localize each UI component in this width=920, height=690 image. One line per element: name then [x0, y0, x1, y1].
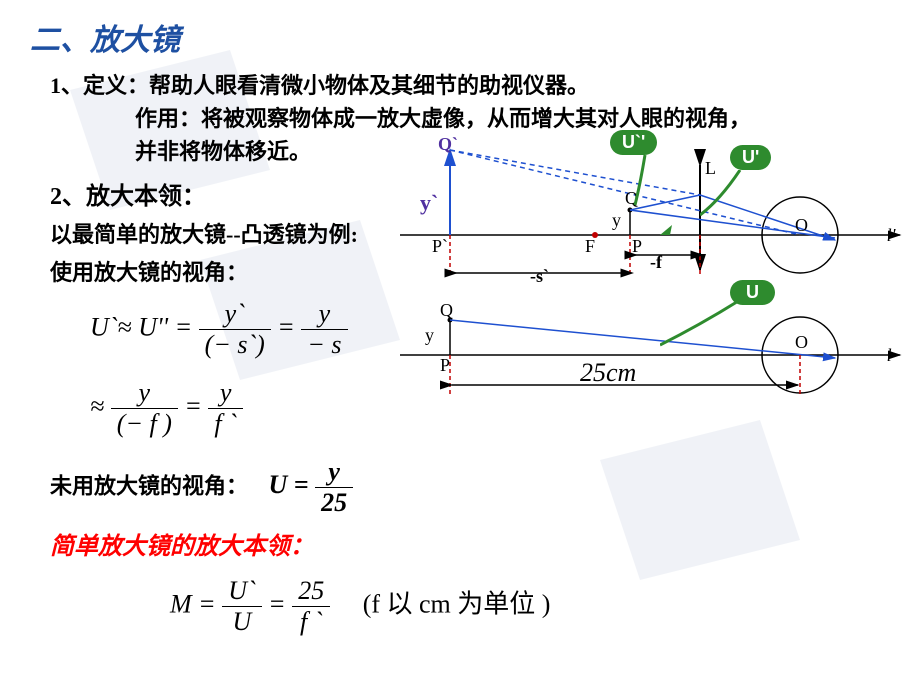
label2-P: P [440, 355, 450, 376]
label-O: O [795, 215, 808, 236]
definition-line-2a: 作用：将被观察物体成一放大虚像，从而增大其对人眼的视角， [135, 102, 890, 135]
balloon-Up: U' [730, 145, 771, 170]
f4-lhs: M [170, 589, 192, 618]
f1-frac2-num: y [301, 299, 347, 330]
label-Qp: Q` [438, 134, 458, 155]
label-neg-lp: − l' [870, 225, 896, 246]
f3-lhs: U [269, 470, 288, 499]
no-mag-line: 未用放大镜的视角： U = y 25 [50, 457, 890, 518]
f1-frac1-den: (− s`) [199, 330, 271, 360]
label-neg-sp: -s` [530, 266, 549, 287]
formula-m: M = U` U = 25 f ` (f 以 cm 为单位 ) [170, 576, 890, 637]
definition-line-1: 1、定义：帮助人眼看清微小物体及其细节的助视仪器。 [50, 69, 890, 102]
conclusion-line: 简单放大镜的放大本领： [50, 526, 890, 561]
label2-Q: Q [440, 300, 453, 321]
label-P: P [632, 236, 642, 257]
label2-25cm: 25cm [580, 358, 636, 388]
balloon-Upp: U`' [610, 130, 657, 155]
f2-frac1-num: y [111, 378, 178, 409]
f1-lhs: U`≈ U'' [90, 312, 168, 341]
f1-frac1-num: y` [199, 299, 271, 330]
f2-frac2-den: f ` [208, 409, 242, 439]
f2-approx: ≈ [90, 391, 104, 420]
f2-frac2-num: y [208, 378, 242, 409]
f4-f2n: 25 [292, 576, 330, 607]
section-heading: 二、放大镜 [30, 15, 890, 59]
label2-neg-l: − l [870, 345, 892, 366]
f4-f2d: f ` [292, 607, 330, 637]
f2-frac1-den: (− f ) [111, 409, 178, 439]
label2-O: O [795, 332, 808, 353]
f-unit-note: (f 以 cm 为单位 ) [363, 589, 551, 618]
label-y: y [612, 210, 621, 231]
label2-y: y [425, 325, 434, 346]
f4-f1d: U [222, 607, 261, 637]
label-neg-f: -f [650, 252, 662, 273]
diagram-25cm: Q y P O − l 25cm [400, 300, 910, 410]
f3-num: y [315, 457, 353, 488]
label-F: F [585, 236, 595, 257]
label-Pp: P` [432, 236, 448, 257]
f4-f1n: U` [222, 576, 261, 607]
label-yp: y` [420, 190, 438, 216]
f3-den: 25 [315, 488, 353, 518]
no-mag-label: 未用放大镜的视角： [50, 473, 248, 498]
f1-frac2-den: − s [301, 330, 347, 360]
